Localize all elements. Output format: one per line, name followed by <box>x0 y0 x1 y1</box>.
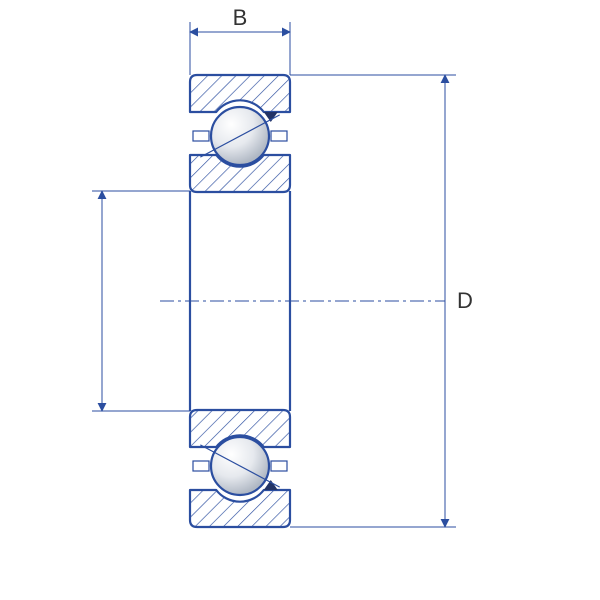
cage-section <box>271 461 287 471</box>
bearing-cross-section-diagram: BD <box>0 0 600 600</box>
cage-section <box>193 461 209 471</box>
cage-section <box>193 131 209 141</box>
width-label: B <box>233 5 248 30</box>
od-label: D <box>457 288 473 313</box>
cage-section <box>271 131 287 141</box>
